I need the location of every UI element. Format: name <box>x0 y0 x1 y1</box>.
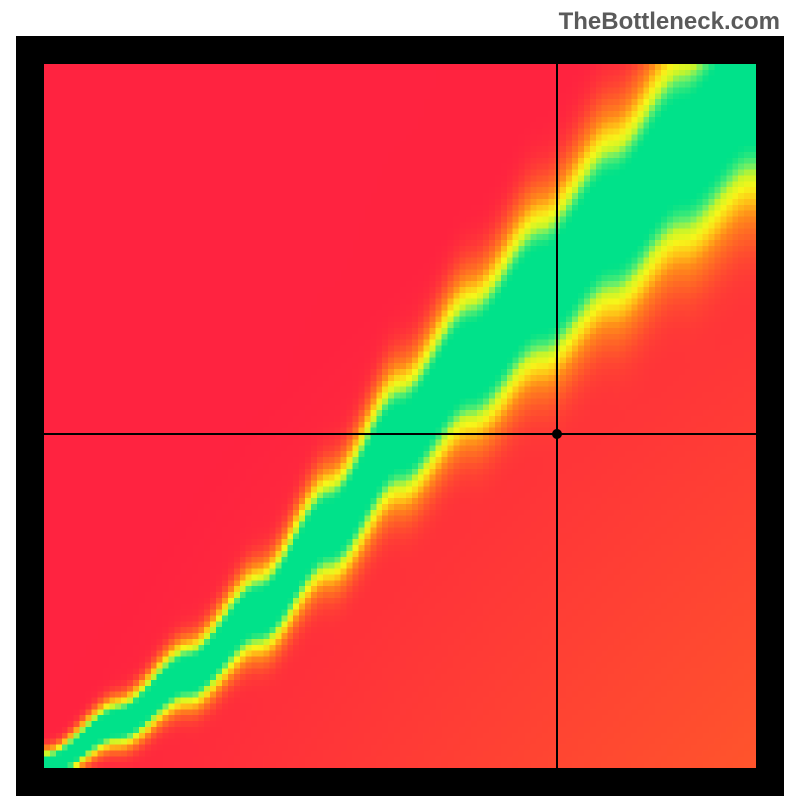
bottleneck-heatmap <box>44 64 756 768</box>
plot-border <box>16 36 784 796</box>
figure-container: TheBottleneck.com <box>0 0 800 800</box>
plot-area <box>44 64 756 768</box>
crosshair-marker <box>552 429 562 439</box>
crosshair-vertical <box>556 64 558 768</box>
crosshair-horizontal <box>44 433 756 435</box>
watermark-label: TheBottleneck.com <box>559 8 780 36</box>
